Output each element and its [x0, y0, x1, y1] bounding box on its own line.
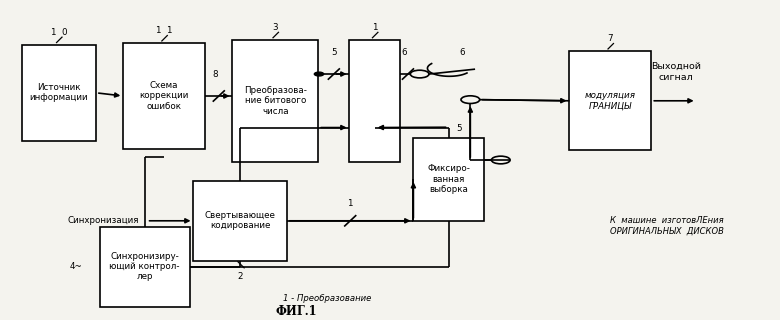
Text: Выходной
сигнал: Выходной сигнал: [651, 62, 701, 82]
Circle shape: [314, 72, 324, 76]
Text: 4~: 4~: [69, 262, 83, 271]
Text: 1  0: 1 0: [51, 28, 67, 37]
Bar: [193, 181, 287, 261]
Text: 3: 3: [272, 23, 278, 32]
Bar: [22, 45, 96, 141]
Text: модуляция
ГРАНИЦЫ: модуляция ГРАНИЦЫ: [585, 91, 636, 110]
Text: Синхронизиру-
ющий контрол-
лер: Синхронизиру- ющий контрол- лер: [109, 252, 180, 282]
Bar: [349, 40, 400, 162]
Text: 8: 8: [212, 70, 218, 79]
Text: Свертывающее
кодирование: Свертывающее кодирование: [205, 211, 275, 230]
Bar: [123, 43, 205, 149]
Bar: [100, 227, 190, 307]
Text: Синхронизация: Синхронизация: [67, 216, 139, 225]
Text: 1: 1: [347, 199, 353, 208]
Text: 1: 1: [372, 23, 378, 32]
Text: 1  1: 1 1: [156, 26, 172, 35]
Text: 5: 5: [456, 124, 462, 133]
Text: 1 - Преобразование: 1 - Преобразование: [283, 294, 372, 303]
Text: Фиксиро-
ванная
выборка: Фиксиро- ванная выборка: [427, 164, 470, 194]
Text: Преобразова-
ние битового
числа: Преобразова- ние битового числа: [244, 86, 307, 116]
Bar: [569, 51, 651, 150]
Text: ФИГ.1: ФИГ.1: [275, 305, 317, 318]
Bar: [413, 138, 484, 221]
Text: К  машине  изготовЛЕния
ОРИГИНАЛЬНЫХ  ДИСКОВ: К машине изготовЛЕния ОРИГИНАЛЬНЫХ ДИСКО…: [610, 216, 724, 235]
Text: 5: 5: [331, 48, 337, 57]
Text: 7: 7: [608, 34, 613, 43]
Text: Источник
информации: Источник информации: [30, 83, 88, 102]
Text: 6: 6: [401, 48, 407, 57]
Bar: [232, 40, 318, 162]
Text: Схема
коррекции
ошибок: Схема коррекции ошибок: [140, 81, 189, 111]
Text: 2: 2: [237, 272, 243, 281]
Text: 6: 6: [459, 48, 466, 57]
